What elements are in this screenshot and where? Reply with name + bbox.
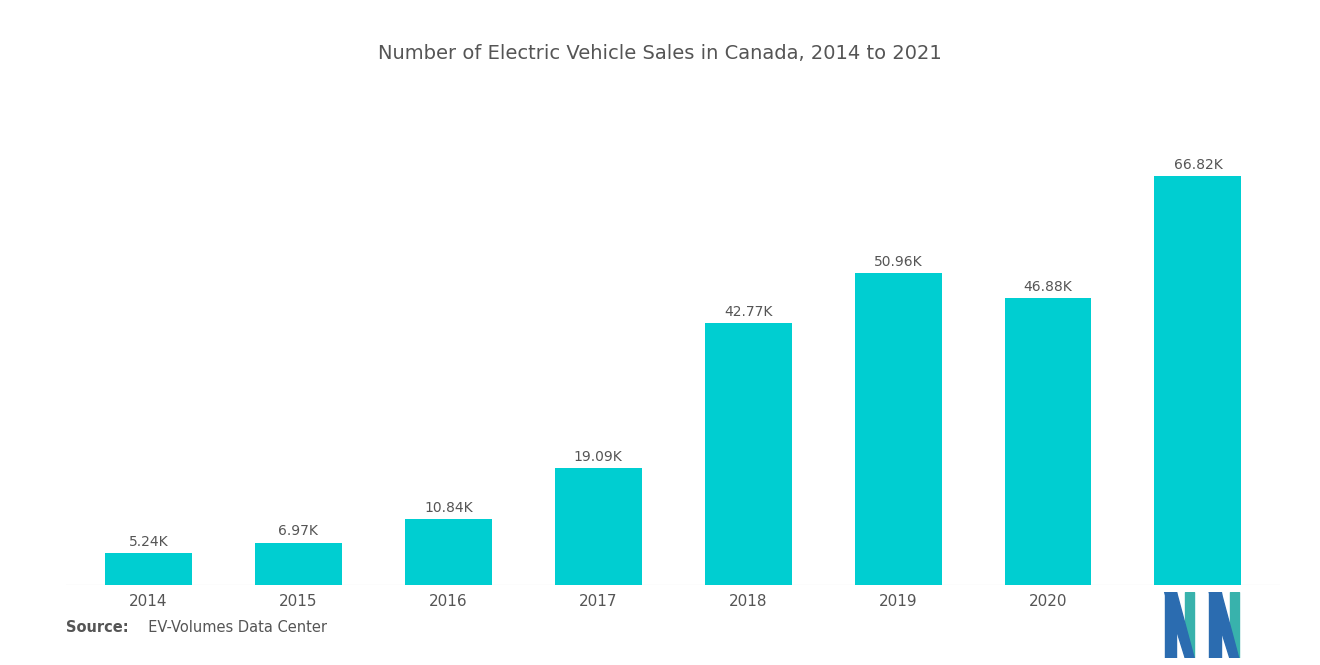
Text: 10.84K: 10.84K (424, 501, 473, 515)
Bar (1005, 298, 1092, 585)
Bar (854, 273, 941, 585)
Polygon shape (1185, 592, 1195, 658)
Polygon shape (1209, 592, 1221, 658)
Text: 19.09K: 19.09K (574, 450, 623, 464)
Bar (405, 519, 492, 585)
Bar (554, 468, 642, 585)
Text: Number of Electric Vehicle Sales in Canada, 2014 to 2021: Number of Electric Vehicle Sales in Cana… (378, 44, 942, 63)
Text: 46.88K: 46.88K (1023, 280, 1072, 294)
Text: 50.96K: 50.96K (874, 255, 923, 269)
Bar (255, 543, 342, 585)
Text: EV-Volumes Data Center: EV-Volumes Data Center (139, 620, 326, 635)
Bar (705, 323, 792, 585)
Bar (1155, 176, 1241, 585)
Text: Source:: Source: (66, 620, 128, 635)
Text: 5.24K: 5.24K (128, 535, 168, 549)
Text: 6.97K: 6.97K (279, 524, 318, 538)
Polygon shape (1164, 592, 1195, 658)
Polygon shape (1209, 592, 1238, 658)
Polygon shape (1164, 592, 1176, 658)
Bar (106, 553, 191, 585)
Text: 66.82K: 66.82K (1173, 158, 1222, 172)
Polygon shape (1230, 592, 1238, 658)
Text: 42.77K: 42.77K (723, 305, 772, 319)
